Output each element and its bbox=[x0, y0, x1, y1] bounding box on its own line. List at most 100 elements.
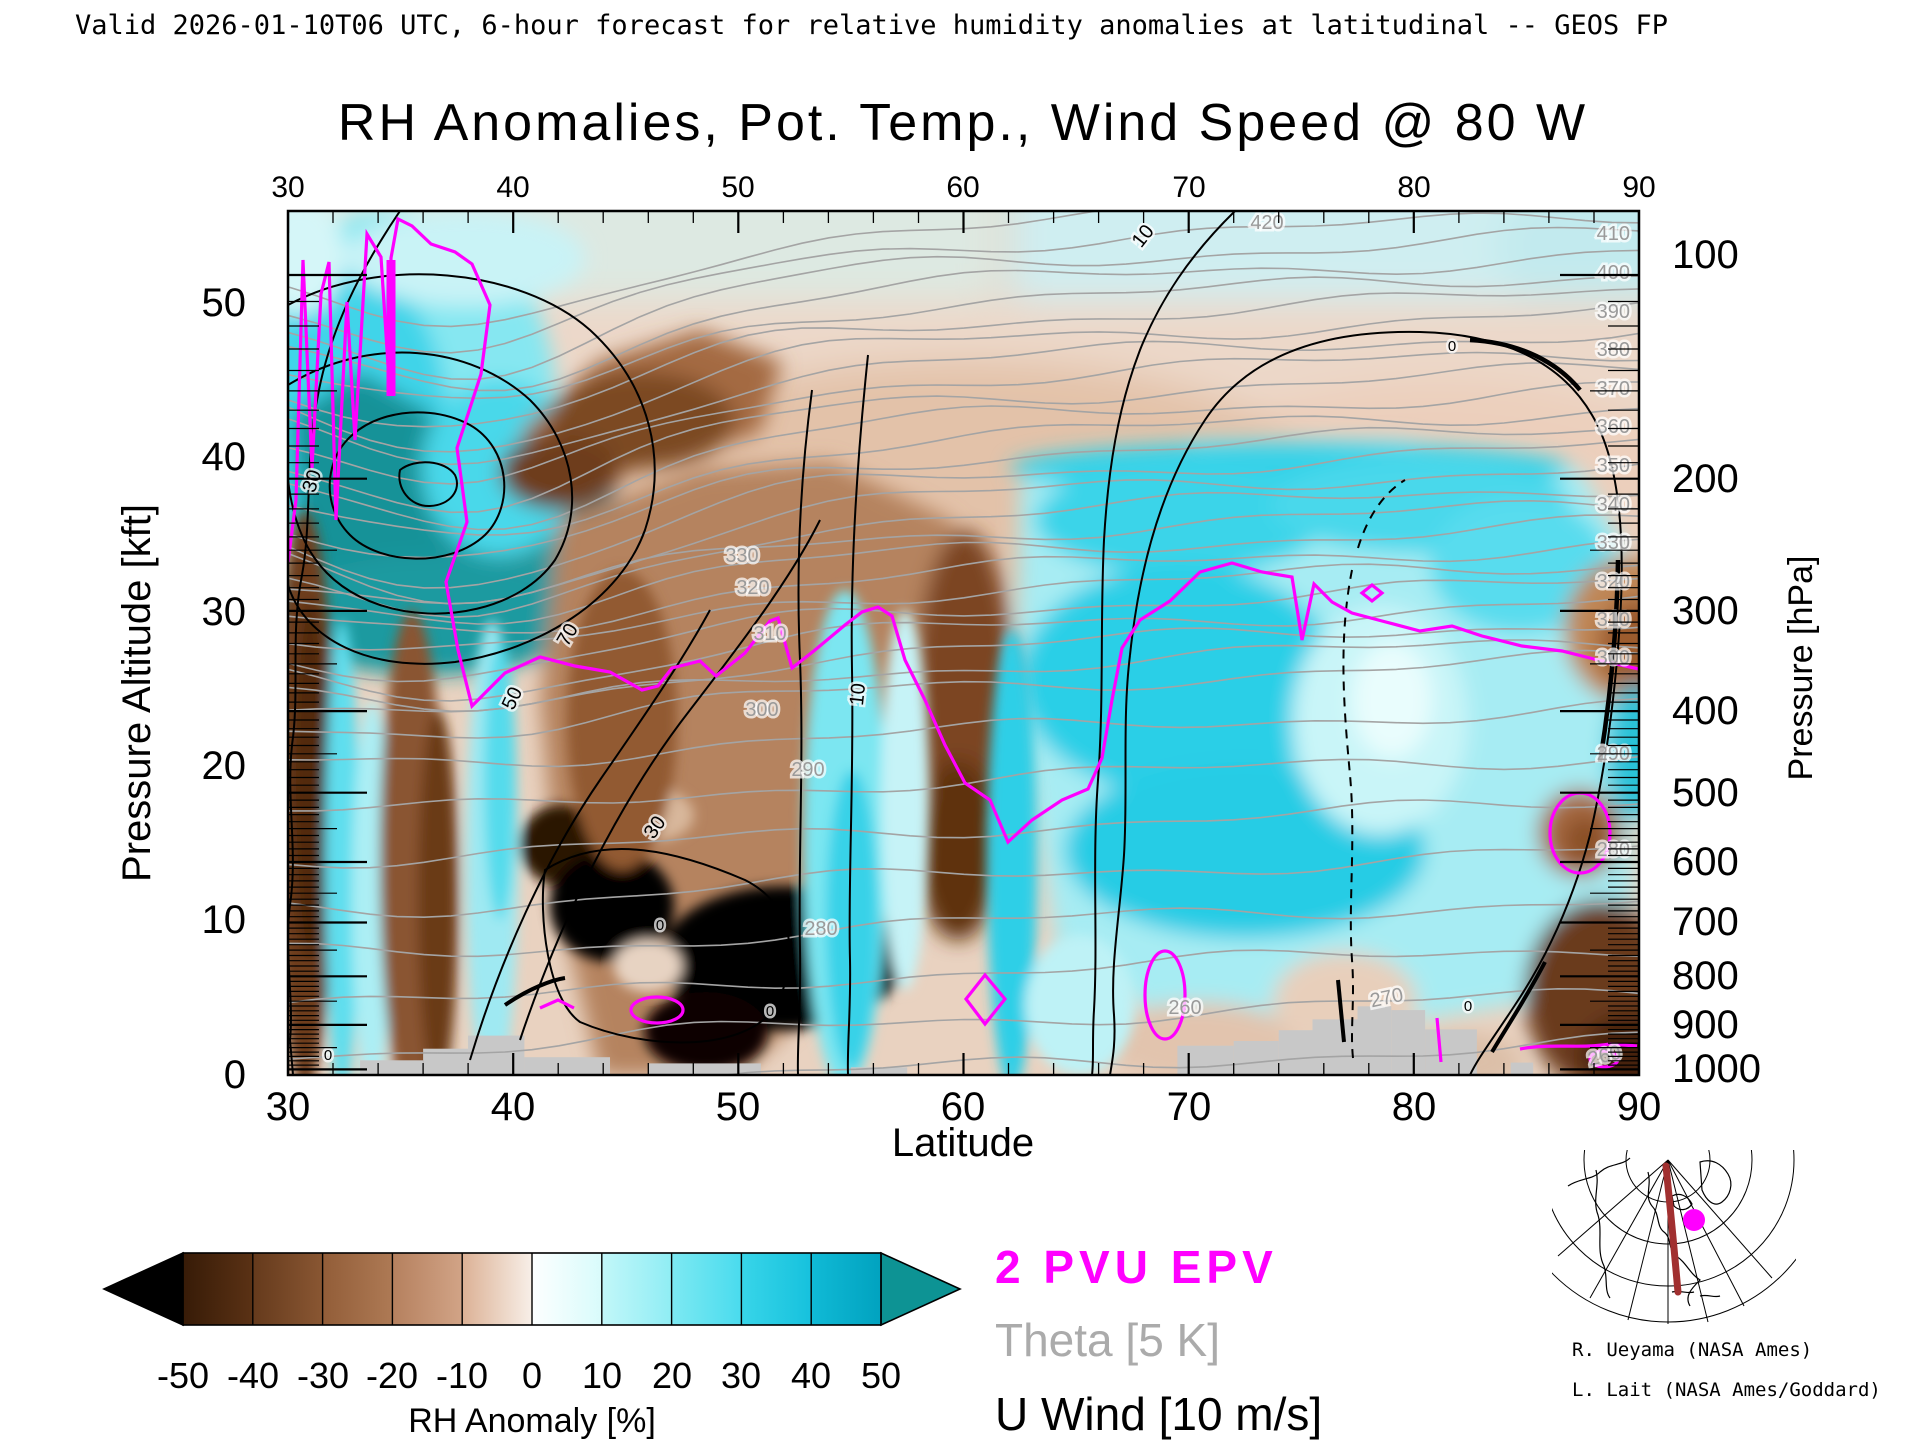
theta-contour-line bbox=[288, 362, 1639, 514]
uwind-contour bbox=[1091, 211, 1236, 1075]
colorbar-segment bbox=[532, 1253, 603, 1325]
blob-brown bbox=[567, 570, 677, 870]
theta-label-right: 300 bbox=[1597, 647, 1630, 669]
cb-tick: -50 bbox=[157, 1355, 209, 1396]
p-tick-600: 600 bbox=[1672, 840, 1739, 884]
uwind-contour bbox=[328, 411, 506, 560]
cb-tick: -10 bbox=[436, 1355, 488, 1396]
blob-cyan bbox=[1606, 684, 1639, 820]
top-tick-70: 70 bbox=[1172, 171, 1205, 204]
y-tick-10: 10 bbox=[202, 898, 247, 942]
uwind-contour-bold bbox=[1336, 979, 1346, 1043]
blob-cyan bbox=[1025, 935, 1135, 1075]
epv-fragment bbox=[1519, 1042, 1638, 1051]
x-tick-70: 70 bbox=[1167, 1085, 1212, 1129]
cb-tick: 0 bbox=[522, 1355, 542, 1396]
terrain-block bbox=[1312, 1019, 1358, 1075]
cb-tick: 50 bbox=[861, 1355, 901, 1396]
theta-label: 290 bbox=[791, 759, 824, 781]
coastline bbox=[1671, 1290, 1721, 1298]
theta-contour-line bbox=[288, 407, 1639, 536]
top-tick-50: 50 bbox=[721, 171, 754, 204]
terrain-block bbox=[850, 1067, 908, 1075]
uwind-label-zero: 0 bbox=[656, 917, 664, 934]
colorbar-border bbox=[182, 1252, 882, 1326]
theta-contour-line bbox=[288, 514, 1639, 625]
map-graticule bbox=[1552, 1150, 1796, 1324]
uwind-contour-zero-right bbox=[1129, 330, 1623, 1075]
y-tick-30: 30 bbox=[202, 590, 247, 634]
p-tick-800: 800 bbox=[1672, 954, 1739, 998]
uwind-contour bbox=[796, 389, 813, 1075]
y-tick-40: 40 bbox=[202, 435, 247, 479]
meridian bbox=[1667, 1159, 1709, 1323]
meridian bbox=[1667, 1159, 1773, 1279]
x-tick-90: 90 bbox=[1617, 1085, 1662, 1129]
top-tick-80: 80 bbox=[1397, 171, 1430, 204]
uwind-label-zero: 0 bbox=[766, 1003, 774, 1020]
colorbar-segment bbox=[322, 1253, 394, 1325]
theta-contour-line bbox=[288, 332, 1639, 466]
theta-label-right: 320 bbox=[1597, 571, 1630, 593]
theta-contour-line bbox=[288, 538, 1639, 634]
x-tick-40: 40 bbox=[491, 1085, 536, 1129]
terrain-block bbox=[360, 1060, 424, 1075]
theta-contour-line bbox=[288, 275, 1639, 400]
terrain-silhouette bbox=[360, 1006, 1534, 1075]
blob-cyan bbox=[987, 630, 1037, 1075]
uwind-contour bbox=[288, 351, 574, 615]
legend-theta: Theta [5 K] bbox=[995, 1314, 1220, 1366]
legend-epv: 2 PVU EPV bbox=[995, 1241, 1278, 1293]
x-axis-title: Latitude bbox=[892, 1121, 1034, 1165]
terrain-block bbox=[1391, 1010, 1426, 1075]
x-tick-30: 30 bbox=[266, 1085, 311, 1129]
uwind-label-zero: 0 bbox=[1448, 338, 1456, 355]
top-axis-labels: 30 40 50 60 70 80 90 bbox=[271, 171, 1655, 204]
right-axis-labels: 100 200 300 400 500 600 700 800 900 1000 bbox=[1672, 233, 1761, 1091]
p-tick-200: 200 bbox=[1672, 457, 1739, 501]
meridian bbox=[1627, 1159, 1669, 1321]
theta-label-right: 330 bbox=[1597, 532, 1630, 554]
chart-title: RH Anomalies, Pot. Temp., Wind Speed @ 8… bbox=[338, 94, 1588, 152]
top-tick-40: 40 bbox=[496, 171, 529, 204]
epv-ring bbox=[629, 995, 685, 1025]
blob-pale bbox=[1352, 642, 1432, 758]
uwind-contour bbox=[541, 848, 791, 1044]
theta-label: 320 bbox=[736, 577, 769, 599]
field-columns-and-cores bbox=[288, 510, 1135, 1075]
blob-cyan bbox=[325, 620, 359, 1075]
theta-contour-line bbox=[288, 649, 1639, 739]
theta-contour-line bbox=[288, 426, 1639, 559]
location-marker-dot bbox=[1683, 1209, 1705, 1231]
theta-label-right: 370 bbox=[1597, 378, 1630, 400]
terrain-block bbox=[524, 1057, 610, 1075]
latitude-ticks bbox=[288, 211, 1639, 1075]
meridian bbox=[1589, 1159, 1669, 1299]
theta-label-right: 390 bbox=[1597, 301, 1630, 323]
top-tick-60: 60 bbox=[946, 171, 979, 204]
colorbar-segment bbox=[462, 1253, 533, 1325]
theta-contour-line bbox=[288, 381, 1639, 531]
map-coastlines bbox=[1567, 1157, 1732, 1307]
theta-contour-line bbox=[288, 491, 1639, 619]
valid-line: Valid 2026-01-10T06 UTC, 6-hour forecast… bbox=[75, 10, 1668, 41]
terrain-block bbox=[1233, 1041, 1279, 1075]
colorbar-under-arrow bbox=[102, 1251, 184, 1327]
p-tick-300: 300 bbox=[1672, 589, 1739, 633]
coastline bbox=[1647, 1171, 1677, 1257]
inset-map bbox=[1552, 1150, 1796, 1324]
credit-line-1: R. Ueyama (NASA Ames) bbox=[1572, 1339, 1812, 1361]
blob-brown bbox=[418, 710, 458, 1075]
blob-black bbox=[550, 850, 674, 962]
colorbar-segment bbox=[392, 1253, 463, 1325]
uwind-label-zero: 0 bbox=[324, 1047, 332, 1064]
cb-tick: 40 bbox=[791, 1355, 831, 1396]
uwind-label-zero: 0 bbox=[1464, 998, 1472, 1015]
top-tick-90: 90 bbox=[1622, 171, 1655, 204]
theta-label: 300 bbox=[745, 699, 778, 721]
blob-cyan bbox=[826, 770, 878, 1070]
colorbar: -50 -40 -30 -20 -10 0 10 20 30 40 50 RH … bbox=[102, 1251, 962, 1440]
coastline-greenland bbox=[1699, 1160, 1732, 1205]
p-tick-900: 900 bbox=[1672, 1003, 1739, 1047]
